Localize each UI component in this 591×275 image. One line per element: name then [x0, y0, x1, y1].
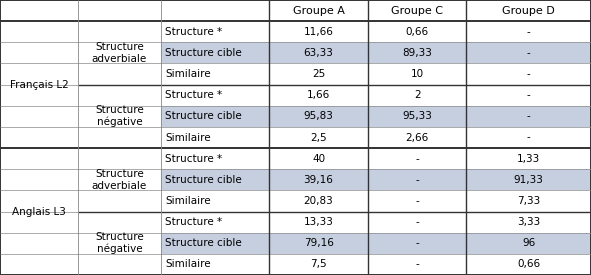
Text: 63,33: 63,33: [304, 48, 333, 58]
Text: Structure cible: Structure cible: [165, 175, 242, 185]
Text: Structure cible: Structure cible: [165, 48, 242, 58]
Text: -: -: [527, 69, 531, 79]
Text: Similaire: Similaire: [165, 133, 211, 142]
Text: 13,33: 13,33: [304, 217, 333, 227]
Text: 25: 25: [312, 69, 325, 79]
Bar: [0, 42, 591, 64]
Text: Structure *: Structure *: [165, 217, 223, 227]
Text: 0,66: 0,66: [517, 259, 540, 270]
Text: Structure *: Structure *: [165, 154, 223, 164]
Text: 39,16: 39,16: [304, 175, 333, 185]
Text: -: -: [415, 217, 419, 227]
Text: Anglais L3: Anglais L3: [12, 207, 66, 216]
Text: 11,66: 11,66: [304, 27, 333, 37]
Bar: [78, 148, 161, 211]
Bar: [0, 106, 591, 127]
Text: -: -: [415, 196, 419, 206]
Text: 96: 96: [522, 238, 535, 248]
Text: 7,5: 7,5: [310, 259, 327, 270]
Text: 10: 10: [411, 69, 424, 79]
Text: 3,33: 3,33: [517, 217, 540, 227]
Text: Structure *: Structure *: [165, 27, 223, 37]
Bar: [0, 190, 591, 211]
Text: Groupe A: Groupe A: [293, 6, 345, 16]
Text: Structure
adverbiale: Structure adverbiale: [92, 42, 147, 64]
Bar: [0, 127, 591, 148]
Text: 91,33: 91,33: [514, 175, 544, 185]
Text: -: -: [527, 27, 531, 37]
Text: Structure cible: Structure cible: [165, 111, 242, 121]
Text: Similaire: Similaire: [165, 259, 211, 270]
Bar: [0, 148, 78, 275]
Text: Structure *: Structure *: [165, 90, 223, 100]
Text: 95,33: 95,33: [402, 111, 432, 121]
Text: -: -: [415, 259, 419, 270]
Bar: [0, 233, 591, 254]
Text: -: -: [527, 48, 531, 58]
Bar: [0, 64, 591, 85]
Text: Similaire: Similaire: [165, 69, 211, 79]
Text: 7,33: 7,33: [517, 196, 540, 206]
Text: Structure
négative: Structure négative: [95, 232, 144, 254]
Text: 89,33: 89,33: [402, 48, 432, 58]
Bar: [78, 85, 161, 148]
Text: 2,5: 2,5: [310, 133, 327, 142]
Bar: [0, 254, 591, 275]
Bar: [0, 148, 591, 169]
Text: -: -: [415, 238, 419, 248]
Text: -: -: [415, 154, 419, 164]
Text: 0,66: 0,66: [405, 27, 429, 37]
Text: Structure cible: Structure cible: [165, 238, 242, 248]
Bar: [78, 211, 161, 275]
Text: -: -: [415, 175, 419, 185]
Text: 1,66: 1,66: [307, 90, 330, 100]
Text: -: -: [527, 90, 531, 100]
Text: 95,83: 95,83: [304, 111, 333, 121]
Bar: [78, 21, 161, 85]
Bar: [0, 211, 591, 233]
Text: Structure
adverbiale: Structure adverbiale: [92, 169, 147, 191]
Text: 2,66: 2,66: [405, 133, 429, 142]
Text: 79,16: 79,16: [304, 238, 333, 248]
Text: 2: 2: [414, 90, 421, 100]
Text: Similaire: Similaire: [165, 196, 211, 206]
Text: -: -: [527, 111, 531, 121]
Text: 20,83: 20,83: [304, 196, 333, 206]
Text: Groupe D: Groupe D: [502, 6, 555, 16]
Text: -: -: [527, 133, 531, 142]
Bar: [0, 21, 591, 42]
Text: Français L2: Français L2: [9, 80, 69, 90]
Text: Structure
négative: Structure négative: [95, 105, 144, 127]
Bar: [0, 85, 591, 106]
Text: 1,33: 1,33: [517, 154, 540, 164]
Text: Groupe C: Groupe C: [391, 6, 443, 16]
Bar: [0, 169, 591, 190]
Text: 40: 40: [312, 154, 325, 164]
Bar: [0, 21, 78, 148]
